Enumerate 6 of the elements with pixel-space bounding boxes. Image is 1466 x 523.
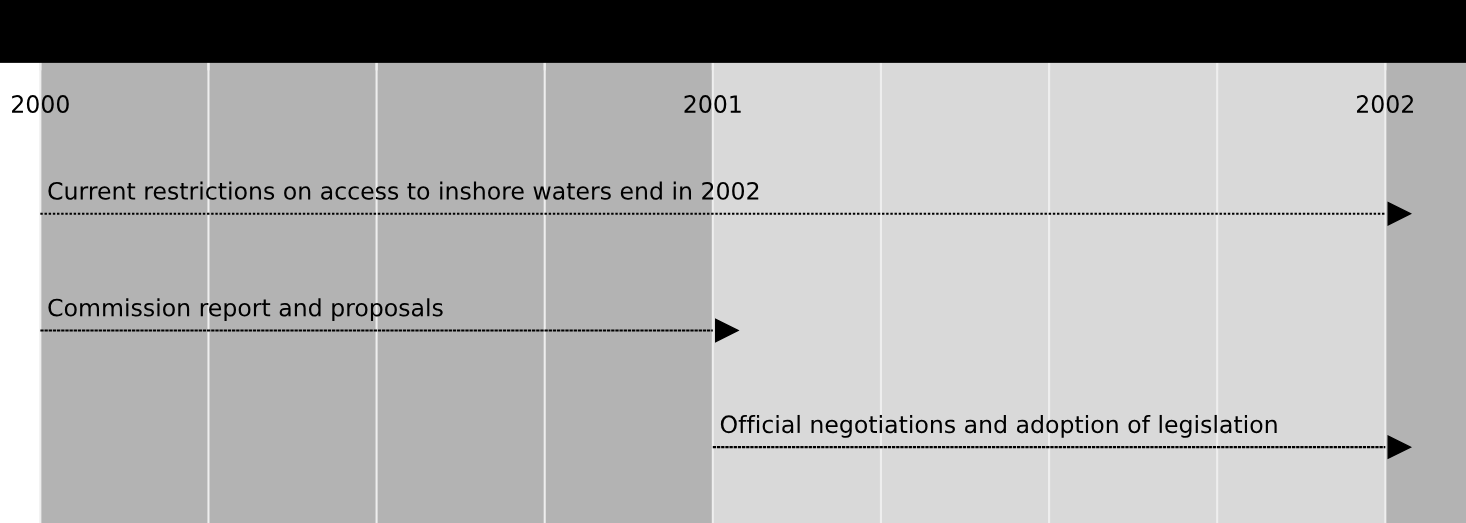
x-tick-label: 2000 [12, 95, 69, 113]
y-tick-label: Official negotiations and adoption of legislation [720, 414, 1277, 438]
y-tick-label: Current restrictions on access to inshore waters end in 2002 [48, 181, 759, 200]
y-tick-label: Commission report and proposals [48, 298, 443, 322]
x-tick-label: 2002 [1356, 95, 1413, 113]
x-tick-label: 2001 [684, 95, 741, 113]
